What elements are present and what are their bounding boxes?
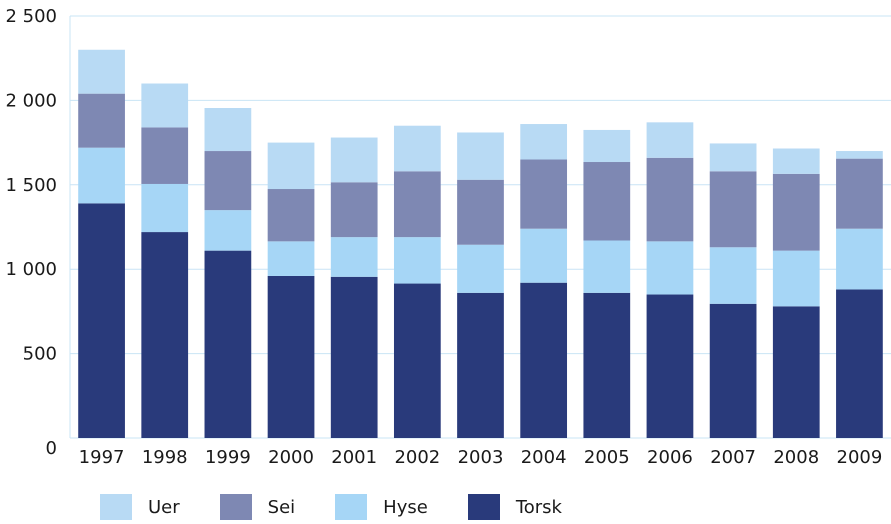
- x-tick-label: 2005: [584, 447, 630, 468]
- bar-torsk-2002: [393, 283, 441, 438]
- bar-uer-2003: [457, 132, 504, 180]
- x-tick-label: 2004: [521, 447, 567, 468]
- bar-hyse-2008: [772, 250, 820, 307]
- bar-uer-2007: [709, 143, 757, 172]
- legend-item-hyse: Hyse: [335, 494, 428, 520]
- legend-label: Hyse: [383, 496, 428, 518]
- y-tick-label: 500: [23, 344, 57, 365]
- bar-sei-1999: [204, 151, 252, 211]
- bar-uer-2004: [520, 124, 568, 160]
- bar-torsk-1997: [78, 203, 125, 438]
- bar-uer-2000: [267, 142, 315, 190]
- bar-torsk-2000: [267, 275, 315, 438]
- bar-hyse-1997: [78, 147, 125, 204]
- bar-torsk-2001: [330, 276, 378, 438]
- y-tick-label: 2 500: [5, 6, 57, 27]
- bar-sei-2005: [583, 162, 631, 241]
- legend-item-sei: Sei: [219, 494, 296, 520]
- bar-sei-2004: [520, 159, 568, 229]
- x-tick-label: 2003: [458, 447, 504, 468]
- bar-hyse-1999: [204, 210, 252, 251]
- bar-torsk-2006: [646, 294, 694, 438]
- legend-item-uer: Uer: [100, 494, 180, 520]
- y-tick-label: 1 000: [5, 259, 57, 280]
- bar-hyse-1998: [141, 183, 189, 233]
- y-tick-label: 1 500: [5, 175, 57, 196]
- x-tick-label: 2002: [394, 447, 440, 468]
- x-axis-ticks: 1997 1998 1999 2000 2001 2002 2003 2004 2005 2006…: [79, 447, 883, 468]
- x-tick-label: 2008: [773, 447, 819, 468]
- bar-uer-2008: [772, 148, 820, 174]
- bar-uer-2001: [330, 137, 378, 183]
- bar-hyse-2009: [836, 228, 883, 290]
- bar-uer-1997: [78, 49, 125, 94]
- y-axis-ticks: 0 500 1 000 1 500 2 000 2 500: [5, 6, 57, 459]
- legend-swatch: [335, 494, 368, 520]
- legend-swatch: [100, 494, 132, 520]
- bar-sei-1998: [141, 127, 189, 184]
- bar-hyse-2005: [583, 240, 631, 293]
- y-tick-label: 2 000: [5, 90, 57, 111]
- bar-uer-2009: [836, 151, 883, 159]
- bar-torsk-2005: [583, 292, 631, 438]
- bar-hyse-2002: [393, 237, 441, 284]
- x-tick-label: 2001: [331, 447, 377, 468]
- bar-hyse-2001: [330, 237, 378, 277]
- x-tick-label: 2006: [647, 447, 693, 468]
- x-tick-label: 2009: [837, 447, 883, 468]
- y-tick-label: 0: [46, 438, 57, 459]
- bar-torsk-2009: [836, 289, 883, 438]
- legend-label: Torsk: [515, 496, 562, 518]
- bar-uer-2002: [393, 125, 441, 172]
- bar-torsk-2003: [457, 292, 504, 438]
- bar-hyse-2004: [520, 228, 568, 283]
- bar-uer-2005: [583, 129, 631, 163]
- bar-hyse-2007: [709, 247, 757, 304]
- bar-sei-2001: [330, 182, 378, 238]
- legend-swatch: [219, 494, 252, 520]
- legend-swatch: [467, 494, 500, 520]
- bar-hyse-2006: [646, 241, 694, 295]
- bar-sei-2009: [836, 158, 883, 229]
- bar-sei-2002: [393, 171, 441, 238]
- stacked-bar-chart: 0 500 1 000 1 500 2 000 2 500 1997 1998 1999 200…: [5, 6, 891, 468]
- bar-torsk-1999: [204, 250, 252, 438]
- bar-torsk-1998: [141, 232, 189, 438]
- bar-uer-1999: [204, 108, 252, 152]
- bar-sei-2000: [267, 189, 315, 242]
- bar-sei-2003: [457, 179, 504, 245]
- bar-torsk-2007: [709, 303, 757, 438]
- bar-torsk-2004: [520, 282, 568, 438]
- bar-uer-1998: [141, 83, 189, 128]
- x-tick-label: 2007: [710, 447, 756, 468]
- x-tick-label: 1997: [79, 447, 125, 468]
- bar-sei-2007: [709, 171, 757, 248]
- legend-label: Uer: [148, 496, 180, 518]
- bar-sei-1997: [78, 93, 125, 148]
- bar-torsk-2008: [772, 306, 820, 438]
- bars: [78, 49, 883, 438]
- legend-label: Sei: [267, 496, 296, 518]
- x-tick-label: 1998: [142, 447, 188, 468]
- bar-hyse-2003: [457, 244, 504, 293]
- bar-hyse-2000: [267, 241, 315, 276]
- bar-uer-2006: [646, 122, 694, 158]
- legend: Uer Sei Hyse Torsk: [100, 492, 602, 522]
- x-tick-label: 1999: [205, 447, 251, 468]
- legend-item-torsk: Torsk: [467, 494, 562, 520]
- x-tick-label: 2000: [268, 447, 314, 468]
- bar-sei-2006: [646, 157, 694, 242]
- bar-sei-2008: [772, 173, 820, 251]
